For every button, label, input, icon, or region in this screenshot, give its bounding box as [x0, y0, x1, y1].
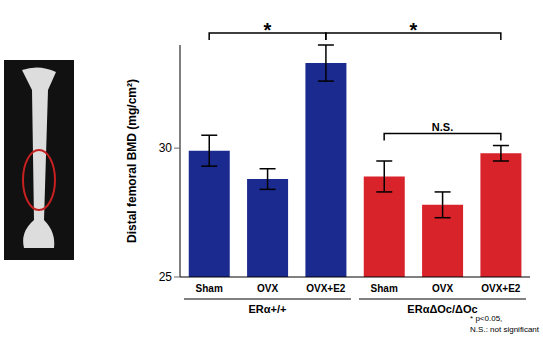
svg-text:Sham: Sham — [196, 283, 223, 294]
html-text:N.S.: not significant: N.S.: not significant — [470, 325, 539, 334]
svg-text:30: 30 — [159, 141, 173, 155]
svg-text:Sham: Sham — [371, 283, 398, 294]
svg-text:25: 25 — [159, 270, 173, 284]
svg-text:OVX+E2: OVX+E2 — [481, 283, 521, 294]
svg-text:ERα+/+: ERα+/+ — [249, 303, 287, 315]
svg-text:N.S.: N.S. — [432, 121, 453, 133]
svg-text:*: * — [264, 19, 272, 41]
svg-text:OVX: OVX — [432, 283, 453, 294]
svg-text:Distal femoral BMD (mg/cm²): Distal femoral BMD (mg/cm²) — [125, 79, 139, 243]
svg-text:OVX: OVX — [257, 283, 278, 294]
svg-text:*: * — [409, 19, 417, 41]
svg-text:ERαΔOc/ΔOc: ERαΔOc/ΔOc — [407, 303, 477, 315]
svg-text:OVX+E2: OVX+E2 — [306, 283, 346, 294]
html-text:* p<0.05,: * p<0.05, — [470, 314, 503, 323]
